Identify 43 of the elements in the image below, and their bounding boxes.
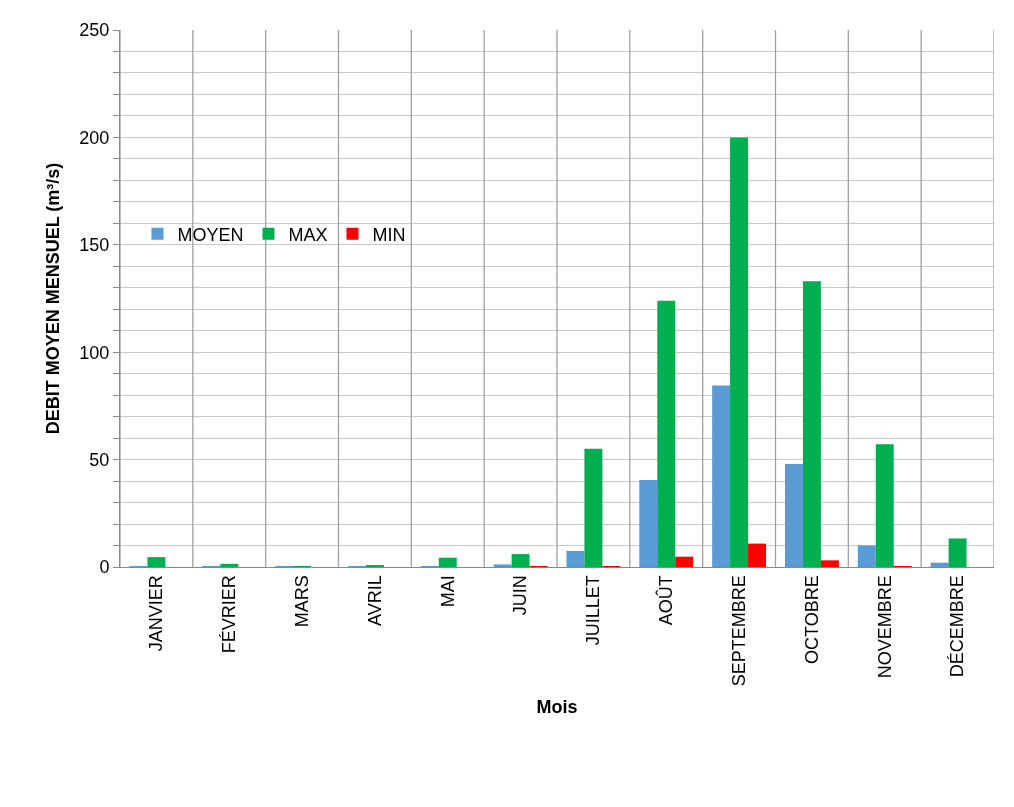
x-tick-label: JUILLET [583, 575, 604, 646]
x-tick-label: SEPTEMBRE [728, 575, 749, 687]
x-tick-label: OCTOBRE [801, 575, 822, 664]
bar [657, 300, 676, 567]
y-tick-label: 50 [89, 449, 110, 470]
y-tick-label: 250 [79, 20, 110, 41]
x-tick-label: JANVIER [146, 575, 167, 652]
x-tick-label: AOÛT [655, 575, 677, 626]
bar [857, 545, 876, 567]
x-tick-label: MAI [437, 575, 458, 608]
legend-label: MOYEN [177, 224, 244, 245]
bar [493, 564, 512, 567]
bar [675, 556, 694, 567]
bar [511, 554, 530, 567]
legend-label: MIN [372, 224, 406, 245]
bar [930, 562, 949, 567]
x-tick-label: AVRIL [364, 575, 385, 626]
bar [784, 464, 803, 567]
bar [639, 480, 658, 567]
x-tick-label: JUIN [510, 575, 531, 616]
legend-label: MAX [288, 224, 328, 245]
bar [438, 557, 457, 567]
bar [566, 550, 585, 567]
bar [730, 137, 749, 567]
bar [802, 281, 821, 567]
bar [220, 563, 239, 567]
bar [948, 538, 967, 567]
y-axis-title: DEBIT MOYEN MENSUEL (m³/s) [42, 162, 63, 435]
y-tick-label: 150 [79, 235, 110, 256]
y-tick-label: 100 [79, 342, 110, 363]
bar [820, 560, 839, 567]
x-tick-label: DÉCEMBRE [947, 575, 968, 678]
x-tick-label: FÉVRIER [219, 575, 240, 654]
x-tick-label: NOVEMBRE [874, 575, 895, 679]
x-axis-title: Mois [536, 697, 578, 718]
bar [875, 444, 894, 567]
x-tick-label: MARS [291, 575, 312, 628]
bar [584, 448, 603, 567]
bar [712, 385, 731, 567]
y-tick-label: 0 [99, 557, 110, 578]
bar [147, 557, 166, 567]
bar [748, 543, 767, 567]
y-tick-label: 200 [79, 127, 110, 148]
